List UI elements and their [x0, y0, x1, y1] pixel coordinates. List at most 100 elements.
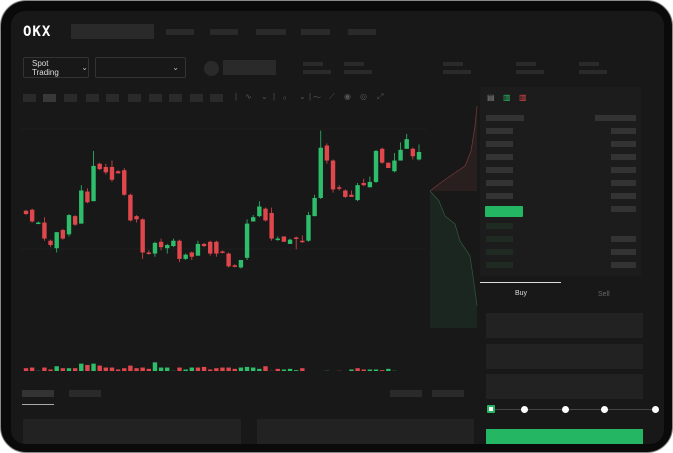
timeframe-button[interactable]	[210, 94, 223, 102]
volume-bar	[152, 362, 158, 371]
buy-button[interactable]	[486, 429, 643, 444]
chevron-down-icon[interactable]: ⌄	[261, 92, 268, 101]
volume-bar	[386, 368, 391, 371]
fullscreen-icon[interactable]: ⤢	[377, 92, 384, 101]
orderbook-view-asks-icon[interactable]: ▥	[519, 93, 527, 102]
volume-bar	[355, 368, 360, 371]
market-type-dropdown[interactable]: Spot Trading ⌄	[23, 57, 89, 78]
candle-down	[85, 191, 90, 203]
volume-bar	[85, 364, 90, 371]
volume-bar	[134, 368, 139, 371]
volume-bar	[115, 369, 121, 371]
filter-button[interactable]	[432, 390, 464, 397]
depth-bids-line	[429, 190, 478, 307]
timeframe-button[interactable]	[106, 94, 119, 102]
settings-icon[interactable]: ◎	[360, 92, 367, 101]
depth-bids-area	[430, 191, 477, 328]
pair-dropdown[interactable]: ⌄	[95, 57, 186, 78]
search-bar[interactable]	[71, 24, 154, 39]
tab-buy[interactable]: Buy	[515, 290, 528, 297]
coin-icon	[204, 61, 219, 76]
nav-item[interactable]	[166, 29, 194, 35]
volume-bar	[103, 367, 109, 371]
volume-bar	[177, 367, 182, 371]
ask-amount	[611, 141, 636, 147]
bid-price[interactable]	[486, 262, 513, 268]
candle-down	[97, 163, 102, 170]
candle-down	[128, 194, 133, 221]
price-input[interactable]	[486, 313, 643, 338]
candle-up	[306, 215, 311, 241]
ask-price[interactable]	[486, 141, 513, 147]
candle-up	[398, 149, 403, 161]
orderbook-view-bids-icon[interactable]: ▥	[503, 93, 511, 102]
candle-up	[66, 215, 72, 235]
stat-value	[344, 70, 372, 74]
candle-down	[29, 209, 35, 222]
indicator-icon[interactable]: ∿	[245, 92, 252, 101]
timeframe-button[interactable]	[43, 94, 56, 102]
candle-down	[42, 222, 47, 239]
slider-handle[interactable]	[487, 405, 495, 413]
chart-type-icon[interactable]: ₀	[283, 92, 287, 101]
nav-item[interactable]	[348, 29, 376, 35]
bid-price[interactable]	[486, 236, 513, 242]
chevron-down-icon[interactable]: ⌄	[299, 92, 306, 101]
slider-step[interactable]	[601, 406, 608, 413]
slider-track[interactable]	[491, 409, 656, 410]
line-tool-icon[interactable]: 〜	[313, 93, 321, 102]
ask-amount	[611, 167, 636, 173]
candle-up	[257, 206, 262, 217]
volume-bar	[220, 367, 225, 371]
camera-icon[interactable]: ◉	[344, 92, 351, 101]
total-input[interactable]	[486, 374, 643, 399]
ask-price[interactable]	[486, 180, 513, 186]
ask-price[interactable]	[486, 167, 513, 173]
nav-item[interactable]	[210, 29, 238, 35]
candle-down	[134, 216, 139, 220]
candle-down	[214, 241, 219, 254]
divider: |	[309, 92, 312, 101]
timeframe-button[interactable]	[23, 94, 36, 102]
orderbook-view-both-icon[interactable]: ▤	[487, 93, 495, 102]
depth-chart	[429, 106, 478, 328]
timeframe-button[interactable]	[64, 94, 77, 102]
timeframe-button[interactable]	[169, 94, 182, 102]
slider-step[interactable]	[521, 406, 528, 413]
timeframe-button[interactable]	[86, 94, 99, 102]
divider: |	[273, 92, 276, 101]
volume-bar	[373, 369, 379, 371]
volume-bar	[293, 370, 299, 371]
volume-bar	[201, 366, 207, 371]
candle-up	[392, 160, 397, 172]
volume-bar	[42, 367, 47, 371]
ask-price[interactable]	[486, 154, 513, 160]
slider-step[interactable]	[562, 406, 569, 413]
volume-bar	[257, 368, 262, 371]
candle-down	[72, 216, 78, 225]
filter-button[interactable]	[390, 390, 422, 397]
bid-price[interactable]	[486, 249, 513, 255]
bid-price[interactable]	[486, 223, 513, 229]
nav-item[interactable]	[256, 29, 286, 35]
ruler-icon[interactable]: ⟋	[329, 92, 335, 101]
timeframe-button[interactable]	[190, 94, 203, 102]
stat-value	[443, 70, 471, 74]
tab-order-history[interactable]	[69, 390, 101, 397]
volume-bar	[48, 369, 53, 371]
candle-up	[195, 243, 201, 256]
candlestick-chart[interactable]	[11, 101, 481, 371]
slider-step[interactable]	[652, 406, 659, 413]
chevron-down-icon: ⌄	[172, 63, 179, 72]
nav-item[interactable]	[301, 29, 330, 35]
timeframe-button[interactable]	[128, 94, 141, 102]
ask-price[interactable]	[486, 193, 513, 199]
volume-bar	[23, 368, 29, 371]
ask-price[interactable]	[486, 128, 513, 134]
tab-open-orders[interactable]	[22, 390, 54, 397]
volume-bar	[275, 368, 280, 371]
timeframe-button[interactable]	[149, 94, 162, 102]
candle-up	[244, 223, 250, 258]
amount-input[interactable]	[486, 344, 643, 369]
tab-sell[interactable]: Sell	[598, 291, 610, 298]
